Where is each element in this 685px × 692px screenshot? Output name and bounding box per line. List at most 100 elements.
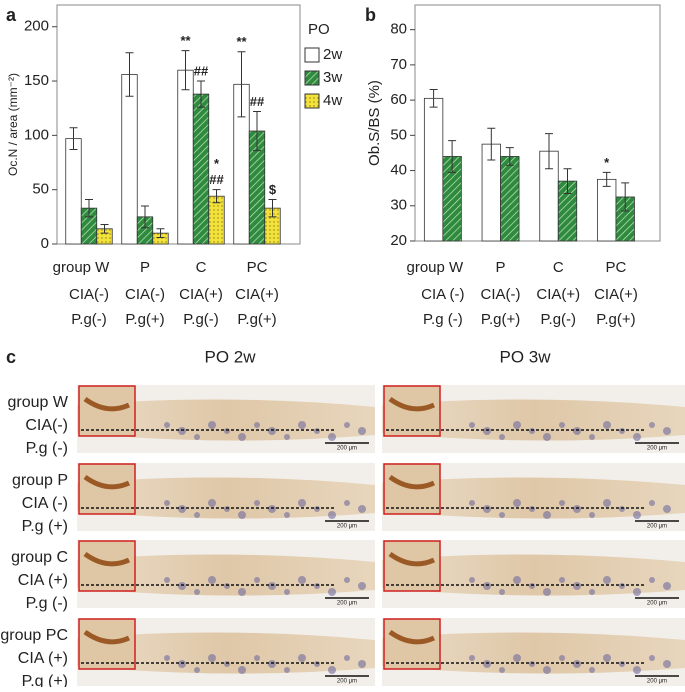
cell-cluster bbox=[589, 512, 595, 518]
bar bbox=[423, 97, 444, 242]
cell-cluster bbox=[573, 427, 581, 435]
x-tick-label: C bbox=[196, 259, 207, 276]
group-sublabel: CIA(+) bbox=[235, 286, 279, 303]
panel-label: b bbox=[365, 5, 376, 25]
cell-cluster bbox=[328, 666, 336, 674]
cell-cluster bbox=[529, 506, 535, 512]
significance-mark: ## bbox=[209, 172, 224, 187]
cell-cluster bbox=[499, 589, 505, 595]
cell-cluster bbox=[268, 660, 276, 668]
cell-cluster bbox=[513, 499, 521, 507]
legend-title: PO bbox=[308, 21, 330, 38]
x-tick-label: group W bbox=[53, 259, 111, 276]
group-sublabel: P.g(-) bbox=[71, 311, 107, 328]
row-label: group P bbox=[12, 472, 68, 489]
cell-cluster bbox=[603, 499, 611, 507]
x-tick-label: P bbox=[140, 259, 150, 276]
error-bar bbox=[125, 52, 134, 97]
legend-swatch bbox=[304, 47, 320, 63]
group-sublabel: P.g(+) bbox=[125, 311, 164, 328]
row-label: P.g (+) bbox=[22, 518, 68, 535]
cell-cluster bbox=[344, 655, 350, 661]
cell-cluster bbox=[573, 582, 581, 590]
cell-cluster bbox=[499, 434, 505, 440]
cell-cluster bbox=[358, 505, 366, 513]
row-label: CIA(-) bbox=[25, 417, 68, 434]
error-bar bbox=[197, 80, 205, 108]
y-tick-label: 150 bbox=[24, 72, 49, 89]
cell-cluster bbox=[238, 433, 246, 441]
y-tick-label: 70 bbox=[390, 56, 407, 73]
y-tick-label: 0 bbox=[41, 235, 49, 252]
cell-cluster bbox=[254, 422, 260, 428]
cell-cluster bbox=[238, 666, 246, 674]
cell-cluster bbox=[619, 506, 625, 512]
y-tick-label: 20 bbox=[390, 232, 407, 249]
cell-cluster bbox=[543, 666, 551, 674]
row-label: group C bbox=[11, 549, 68, 566]
significance-mark: ## bbox=[194, 63, 209, 78]
cell-cluster bbox=[499, 667, 505, 673]
row-label: group W bbox=[8, 394, 69, 411]
cell-cluster bbox=[164, 577, 170, 583]
group-sublabel: CIA(+) bbox=[594, 286, 638, 303]
cell-cluster bbox=[649, 500, 655, 506]
cell-cluster bbox=[194, 589, 200, 595]
significance-mark: * bbox=[214, 156, 220, 171]
cell-cluster bbox=[344, 500, 350, 506]
significance-mark: ** bbox=[180, 33, 191, 48]
cell-cluster bbox=[314, 428, 320, 434]
cell-cluster bbox=[559, 655, 565, 661]
cell-cluster bbox=[328, 588, 336, 596]
group-sublabel: P.g(+) bbox=[237, 311, 276, 328]
cell-cluster bbox=[589, 667, 595, 673]
cell-cluster bbox=[633, 433, 641, 441]
cell-cluster bbox=[663, 582, 671, 590]
cell-cluster bbox=[284, 667, 290, 673]
error-bar bbox=[156, 228, 165, 238]
cell-cluster bbox=[254, 577, 260, 583]
column-header: PO 3w bbox=[499, 347, 551, 366]
group-sublabel: P.g(+) bbox=[481, 311, 520, 328]
cell-cluster bbox=[483, 660, 491, 668]
histology-image: 200 μm bbox=[77, 618, 375, 686]
cell-cluster bbox=[529, 583, 535, 589]
histology-image: 200 μm bbox=[382, 618, 685, 686]
cell-cluster bbox=[328, 433, 336, 441]
cell-cluster bbox=[164, 655, 170, 661]
legend-swatch bbox=[304, 70, 320, 86]
group-sublabel: CIA (-) bbox=[421, 286, 464, 303]
y-tick-label: 100 bbox=[24, 126, 49, 143]
x-tick-label: C bbox=[553, 259, 564, 276]
cell-cluster bbox=[483, 427, 491, 435]
cell-cluster bbox=[603, 654, 611, 662]
cell-cluster bbox=[559, 577, 565, 583]
cell-cluster bbox=[573, 505, 581, 513]
scale-label: 200 μm bbox=[647, 524, 667, 530]
legend-swatch bbox=[304, 93, 320, 109]
cell-cluster bbox=[649, 655, 655, 661]
histology-image: 200 μm bbox=[382, 540, 685, 608]
cell-cluster bbox=[224, 506, 230, 512]
cell-cluster bbox=[559, 500, 565, 506]
bar bbox=[121, 74, 138, 245]
scale-label: 200 μm bbox=[647, 679, 667, 685]
cell-cluster bbox=[529, 428, 535, 434]
inset bbox=[78, 463, 136, 515]
y-tick-label: 40 bbox=[390, 162, 407, 179]
cell-cluster bbox=[344, 422, 350, 428]
cell-cluster bbox=[284, 589, 290, 595]
row-label: P.g (+) bbox=[22, 673, 68, 687]
y-tick-label: 60 bbox=[390, 91, 407, 108]
cell-cluster bbox=[603, 421, 611, 429]
x-tick-label: P bbox=[496, 259, 506, 276]
cell-cluster bbox=[603, 576, 611, 584]
error-bar bbox=[602, 171, 611, 187]
plot-frame bbox=[414, 4, 661, 242]
cell-cluster bbox=[208, 421, 216, 429]
cell-cluster bbox=[469, 422, 475, 428]
cell-cluster bbox=[254, 655, 260, 661]
column-header: PO 2w bbox=[204, 347, 256, 366]
cell-cluster bbox=[358, 660, 366, 668]
